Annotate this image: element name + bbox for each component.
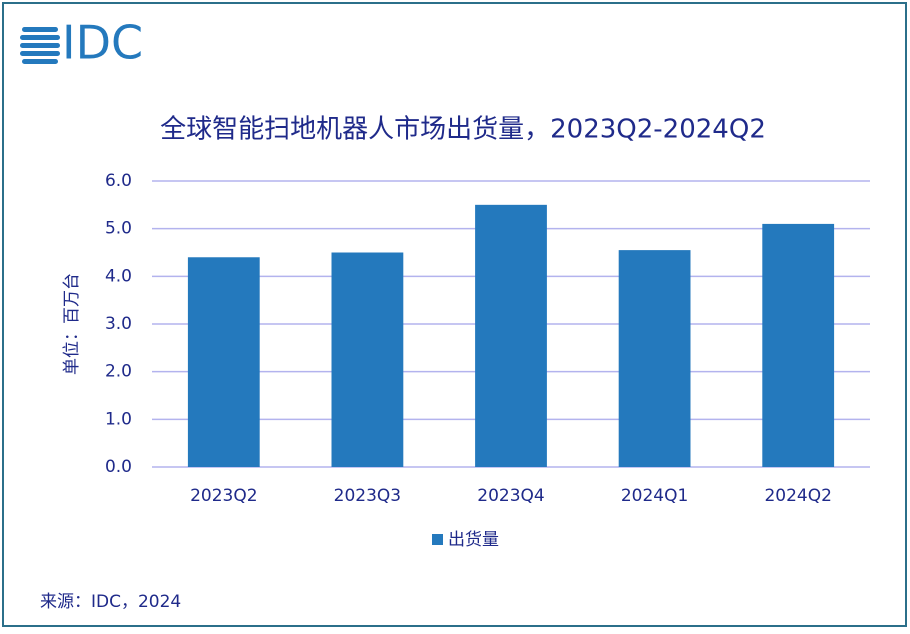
bar (331, 252, 404, 467)
y-tick-label: 0.0 (105, 457, 132, 477)
y-tick-label: 3.0 (105, 314, 132, 334)
chart-title: 全球智能扫地机器人市场出货量，2023Q2-2024Q2 (160, 115, 766, 145)
y-tick-label: 5.0 (105, 219, 132, 239)
x-tick-label: 2023Q3 (334, 486, 401, 506)
bar (475, 204, 547, 468)
x-tick-label: 2023Q4 (477, 486, 544, 506)
x-tick-label: 2023Q2 (190, 486, 257, 506)
bar (762, 223, 835, 467)
logo: IDC (62, 16, 143, 70)
y-tick-label: 2.0 (105, 362, 132, 382)
legend-label: 出货量 (448, 530, 499, 550)
logo-stripes (20, 27, 60, 64)
bar (187, 257, 260, 467)
legend-swatch (432, 534, 443, 545)
source: 来源：IDC，2024 (40, 592, 181, 612)
x-tick-label: 2024Q2 (764, 486, 831, 506)
bar (618, 250, 691, 467)
x-tick-label: 2024Q1 (621, 486, 688, 506)
y-tick-label: 6.0 (105, 171, 132, 191)
y-tick-label: 1.0 (105, 409, 132, 429)
y-axis-label: 单位：百万台 (62, 273, 82, 375)
y-tick-label: 4.0 (105, 266, 132, 286)
